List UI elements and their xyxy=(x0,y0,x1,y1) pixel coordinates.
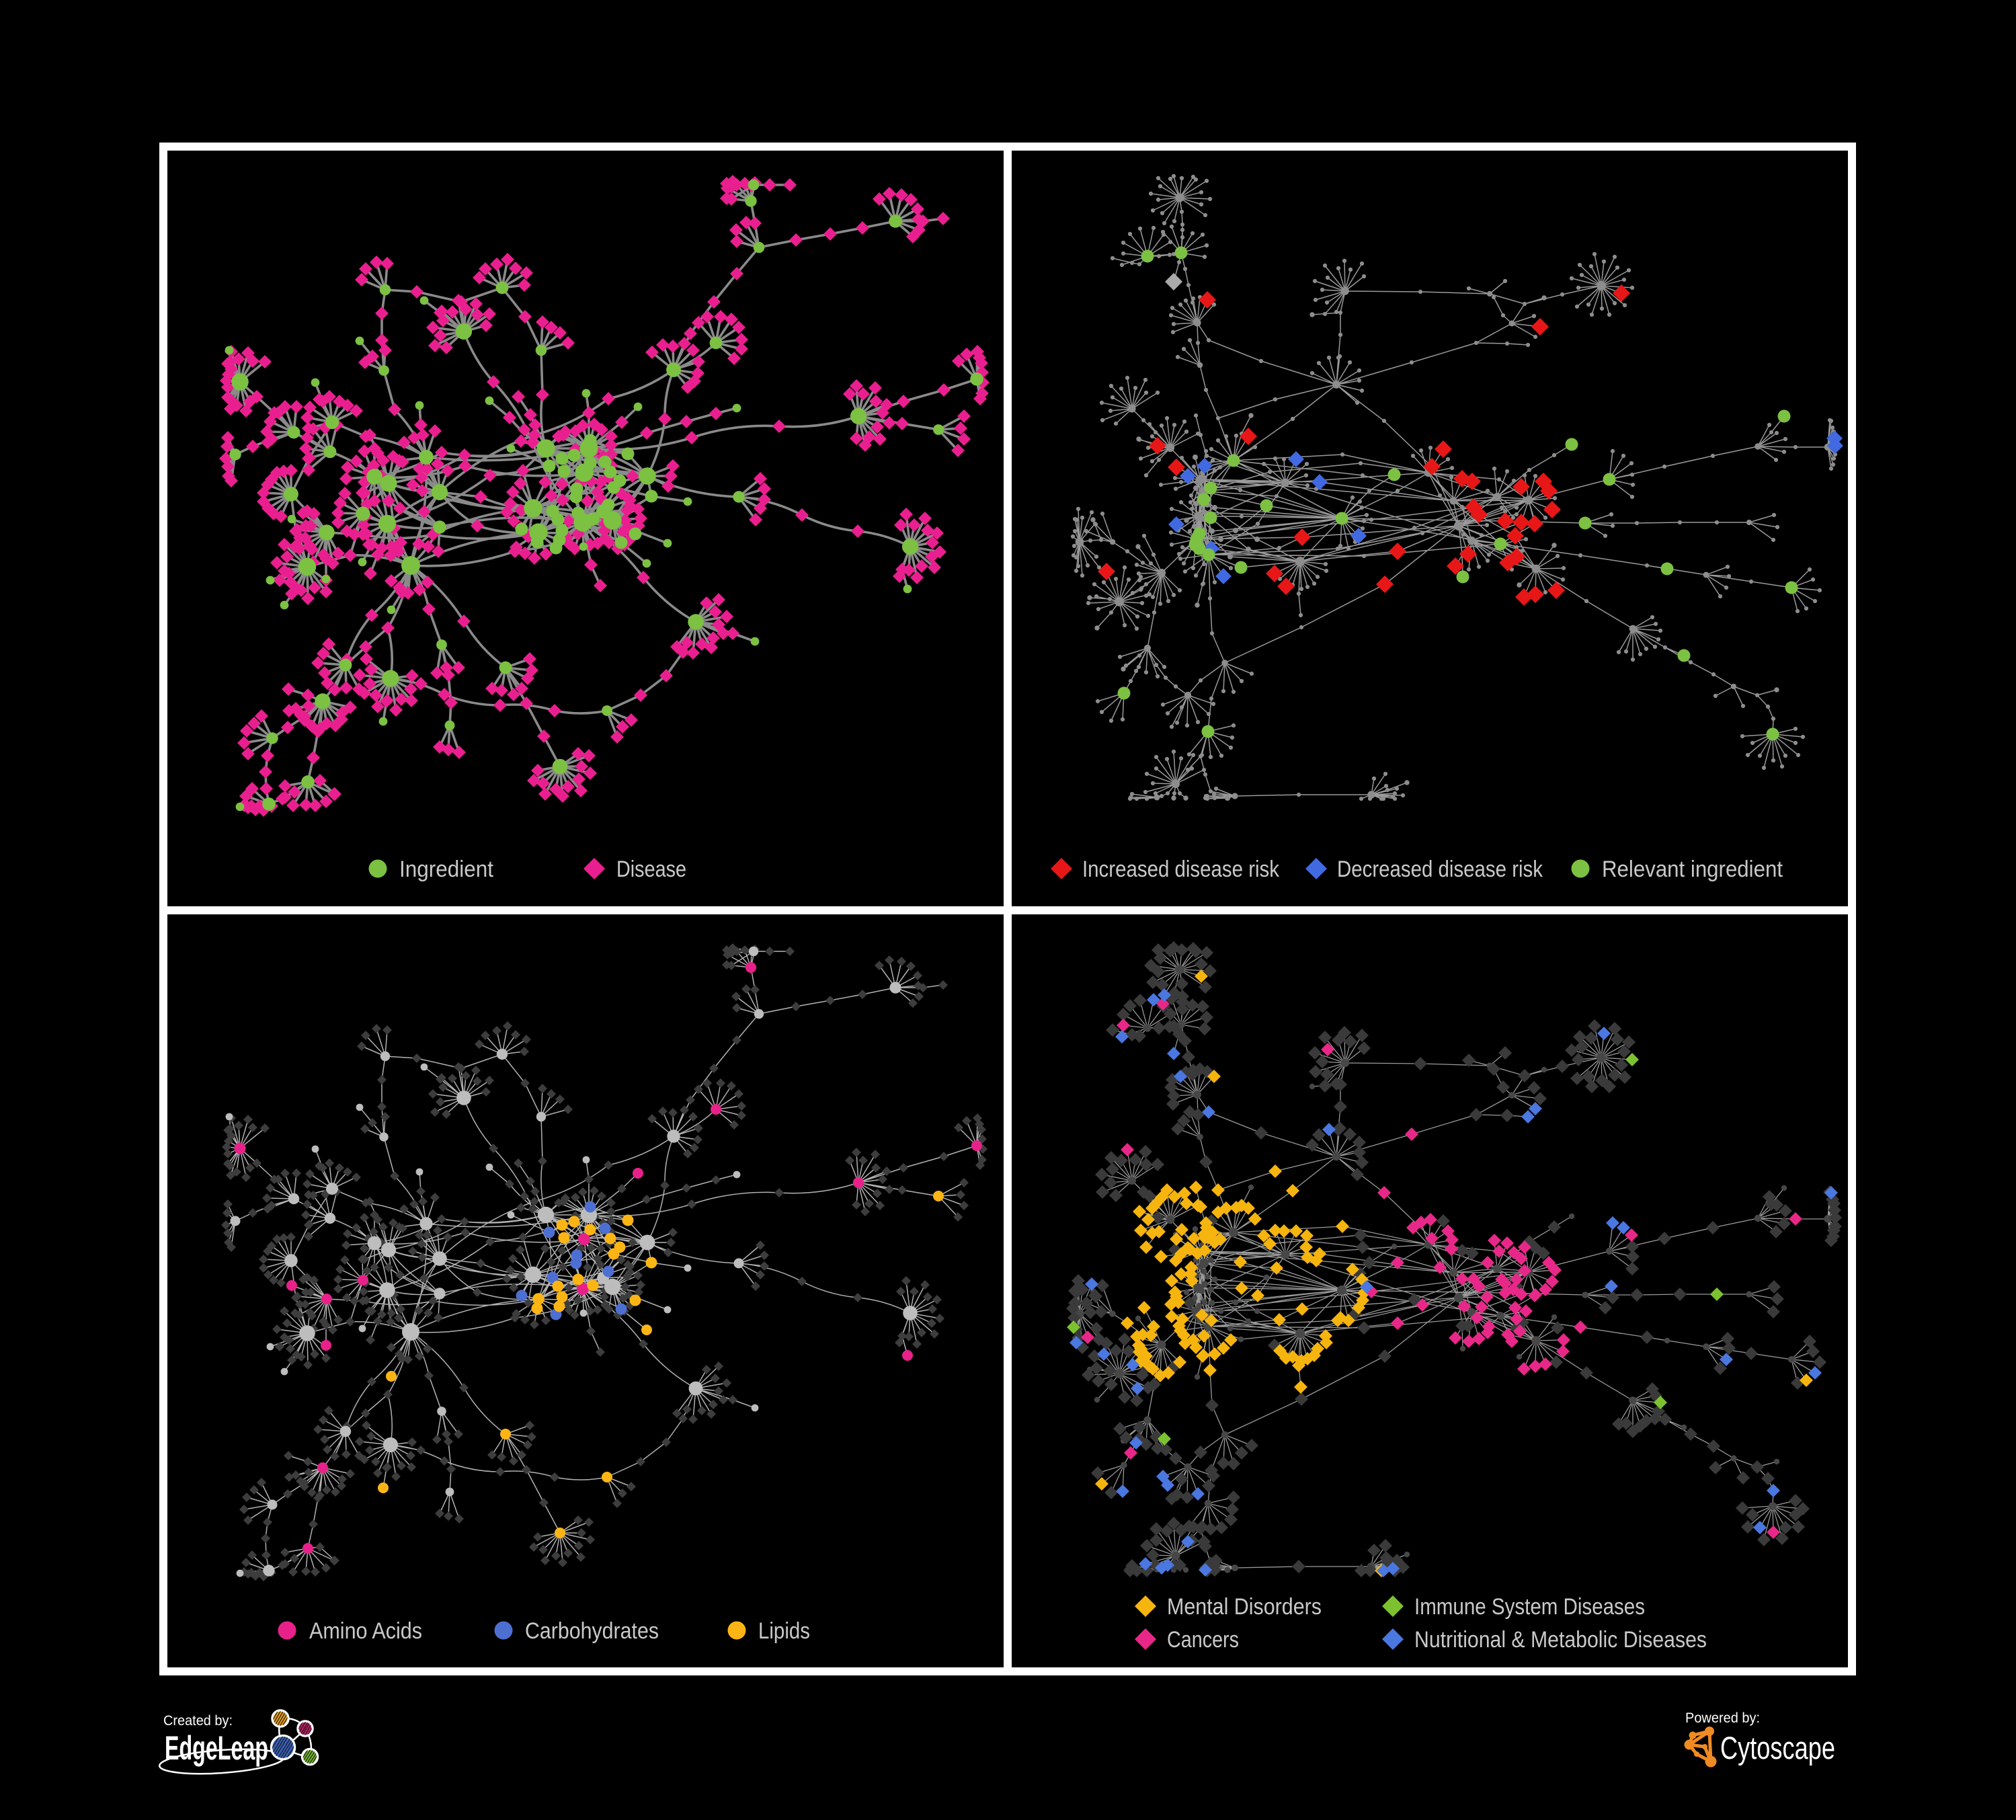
svg-text:Nutritional & Metabolic Diseas: Nutritional & Metabolic Diseases xyxy=(1414,1627,1707,1653)
svg-text:Cytoscape: Cytoscape xyxy=(1720,1730,1835,1766)
svg-text:Lipids: Lipids xyxy=(758,1618,810,1644)
svg-text:Created by:: Created by: xyxy=(163,1713,233,1729)
svg-text:Powered by:: Powered by: xyxy=(1685,1710,1760,1726)
svg-text:Relevant ingredient: Relevant ingredient xyxy=(1602,857,1783,882)
svg-text:Immune System Diseases: Immune System Diseases xyxy=(1414,1594,1645,1620)
svg-text:Ingredient: Ingredient xyxy=(399,857,494,882)
svg-text:EdgeLeap: EdgeLeap xyxy=(165,1729,268,1767)
svg-text:Cancers: Cancers xyxy=(1167,1627,1239,1653)
svg-text:Increased disease risk: Increased disease risk xyxy=(1082,857,1280,882)
svg-text:Disease: Disease xyxy=(616,857,686,882)
svg-text:Amino Acids: Amino Acids xyxy=(309,1618,422,1644)
svg-text:Decreased disease risk: Decreased disease risk xyxy=(1337,857,1543,882)
svg-text:Mental Disorders: Mental Disorders xyxy=(1167,1594,1322,1620)
svg-text:Carbohydrates: Carbohydrates xyxy=(525,1618,659,1644)
